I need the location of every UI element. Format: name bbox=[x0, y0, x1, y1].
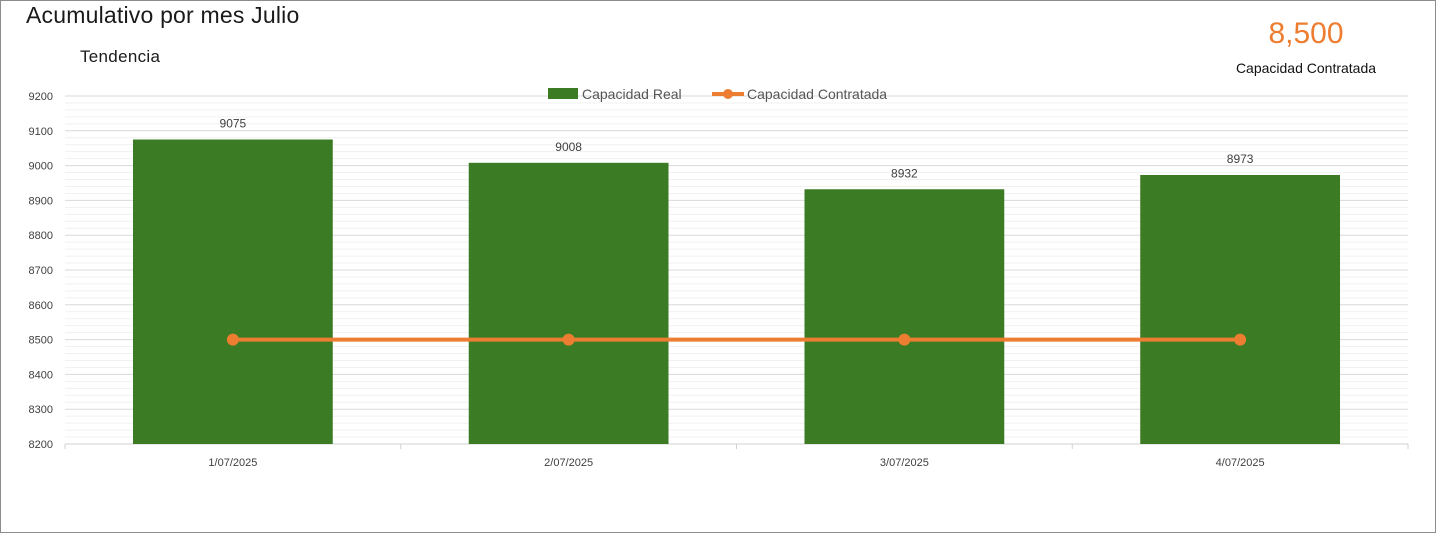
legend-swatch-bar bbox=[548, 88, 578, 99]
y-tick-label: 8600 bbox=[29, 300, 53, 312]
y-tick-label: 8800 bbox=[29, 230, 53, 242]
y-tick-label: 8900 bbox=[29, 195, 53, 207]
y-tick-label: 9000 bbox=[29, 161, 53, 173]
bar bbox=[468, 162, 669, 445]
x-tick-label: 2/07/2025 bbox=[544, 457, 593, 469]
y-tick-label: 8200 bbox=[29, 439, 53, 451]
bar bbox=[804, 189, 1005, 444]
data-label: 9075 bbox=[220, 117, 247, 131]
kpi-label: Capacidad Contratada bbox=[1235, 60, 1377, 76]
y-tick-label: 8400 bbox=[29, 369, 53, 381]
line-marker bbox=[1234, 333, 1247, 346]
line-marker bbox=[898, 333, 911, 346]
data-label: 8973 bbox=[1227, 152, 1254, 166]
line-marker bbox=[226, 333, 239, 346]
y-tick-label: 9200 bbox=[29, 91, 53, 103]
data-label: 8932 bbox=[891, 166, 918, 180]
y-tick-label: 8500 bbox=[29, 335, 53, 347]
x-tick-label: 4/07/2025 bbox=[1216, 457, 1265, 469]
y-tick-label: 9100 bbox=[29, 126, 53, 138]
x-tick-label: 3/07/2025 bbox=[880, 457, 929, 469]
bar bbox=[1140, 174, 1341, 444]
bar bbox=[132, 139, 333, 444]
line-marker bbox=[562, 333, 575, 346]
chart-title: Acumulativo por mes Julio bbox=[26, 2, 300, 28]
y-tick-label: 8700 bbox=[29, 265, 53, 277]
legend-label-bar: Capacidad Real bbox=[582, 86, 682, 102]
chart-subtitle: Tendencia bbox=[80, 47, 161, 66]
legend-swatch-marker bbox=[723, 89, 733, 99]
data-label: 9008 bbox=[555, 140, 582, 154]
legend-label-line: Capacidad Contratada bbox=[747, 86, 887, 102]
kpi-value: 8,500 bbox=[1268, 17, 1344, 50]
x-tick-label: 1/07/2025 bbox=[208, 457, 257, 469]
y-tick-label: 8300 bbox=[29, 404, 53, 416]
